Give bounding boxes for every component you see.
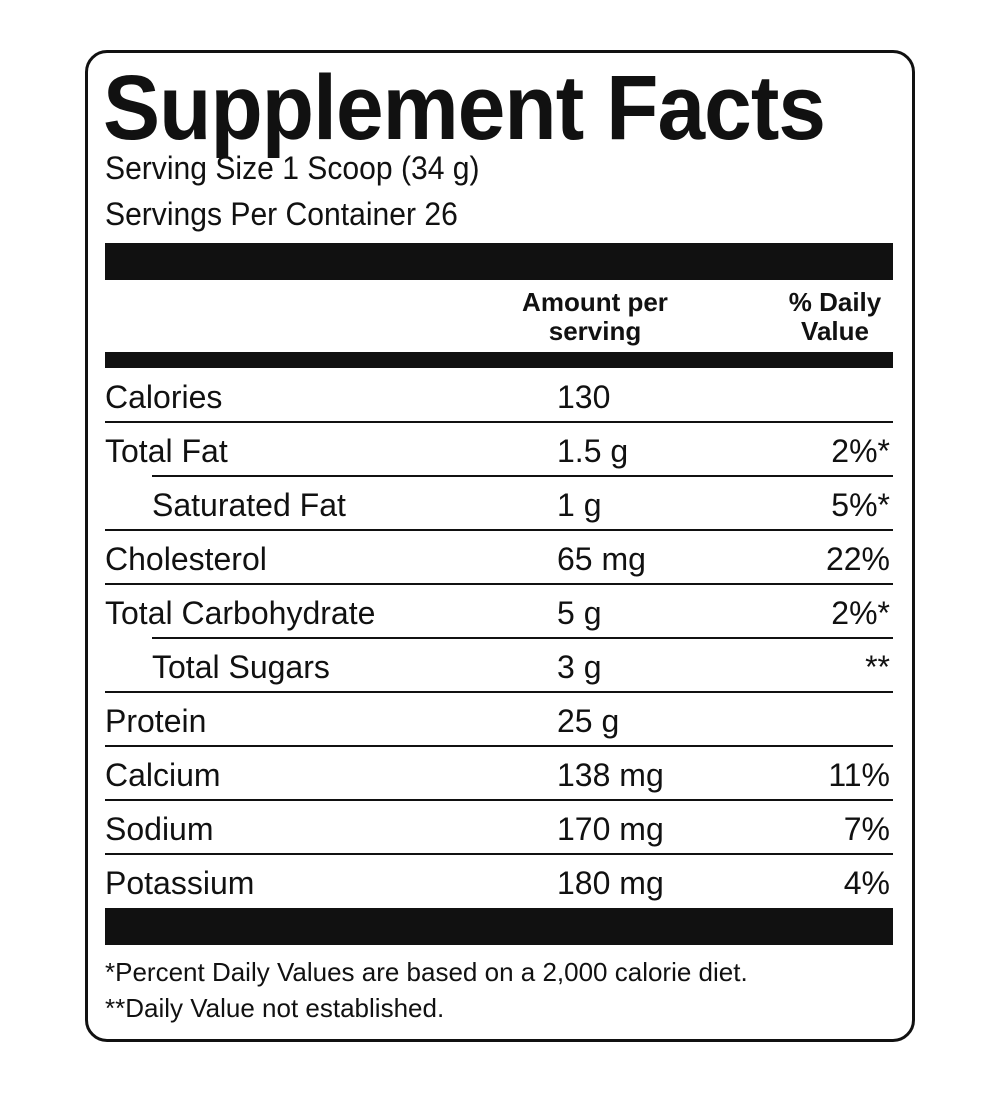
nutrient-daily-value: ** — [865, 649, 890, 685]
nutrient-daily-value: 4% — [843, 865, 890, 901]
nutrient-daily-value: 7% — [843, 811, 890, 847]
row-divider — [105, 691, 893, 693]
nutrient-daily-value: 2%* — [831, 433, 890, 469]
nutrient-amount: 1.5 g — [557, 433, 629, 469]
servings-per-container: Servings Per Container 26 — [105, 196, 458, 232]
nutrient-name: Protein — [105, 703, 207, 739]
thick-divider — [105, 243, 893, 280]
nutrient-amount: 130 — [557, 379, 611, 415]
nutrient-name: Total Sugars — [152, 649, 330, 685]
nutrient-row: Calories 130 — [105, 369, 893, 423]
nutrient-amount: 170 mg — [557, 811, 664, 847]
dv-column-header: % Daily Value — [770, 288, 900, 346]
header-text: serving — [548, 316, 642, 346]
footnote: **Daily Value not established. — [105, 993, 445, 1023]
nutrient-name: Calcium — [105, 757, 221, 793]
medium-divider — [105, 352, 893, 368]
nutrient-name: Potassium — [105, 865, 255, 901]
nutrient-amount: 25 g — [557, 703, 620, 739]
nutrient-row: Protein 25 g — [105, 693, 893, 747]
header-text: Amount per — [522, 287, 668, 317]
row-divider — [105, 421, 893, 423]
nutrient-name: Calories — [105, 379, 223, 415]
nutrient-name: Cholesterol — [105, 541, 267, 577]
nutrient-name: Sodium — [105, 811, 214, 847]
nutrient-row: Calcium 138 mg 11% — [105, 747, 893, 801]
nutrient-row: Sodium 170 mg 7% — [105, 801, 893, 855]
nutrient-row: Saturated Fat 1 g 5%* — [105, 477, 893, 531]
serving-size: Serving Size 1 Scoop (34 g) — [105, 150, 480, 186]
nutrient-daily-value: 11% — [828, 757, 890, 793]
row-divider — [105, 799, 893, 801]
row-divider — [105, 745, 893, 747]
nutrient-amount: 138 mg — [557, 757, 664, 793]
nutrient-amount: 1 g — [557, 487, 602, 523]
footnote: *Percent Daily Values are based on a 2,0… — [105, 957, 748, 987]
supplement-facts-panel — [85, 50, 915, 1042]
row-divider — [152, 475, 893, 477]
nutrient-daily-value: 5%* — [831, 487, 890, 523]
thick-divider — [105, 908, 893, 945]
nutrient-row: Cholesterol 65 mg 22% — [105, 531, 893, 585]
amount-column-header: Amount per serving — [495, 288, 695, 346]
nutrient-name: Total Carbohydrate — [105, 595, 376, 631]
nutrient-amount: 180 mg — [557, 865, 664, 901]
nutrient-daily-value: 2%* — [831, 595, 890, 631]
row-divider — [152, 637, 893, 639]
nutrient-row: Total Fat 1.5 g 2%* — [105, 423, 893, 477]
header-text: Value — [801, 316, 869, 346]
nutrient-amount: 65 mg — [557, 541, 646, 577]
row-divider — [105, 583, 893, 585]
nutrient-amount: 5 g — [557, 595, 602, 631]
nutrient-name: Total Fat — [105, 433, 228, 469]
header-text: % Daily — [788, 287, 882, 317]
nutrient-row: Total Sugars 3 g ** — [105, 639, 893, 693]
row-divider — [105, 529, 893, 531]
nutrient-row: Total Carbohydrate 5 g 2%* — [105, 585, 893, 639]
panel-title: Supplement Facts — [103, 57, 826, 159]
nutrient-name: Saturated Fat — [152, 487, 346, 523]
row-divider — [105, 853, 893, 855]
nutrient-amount: 3 g — [557, 649, 602, 685]
nutrient-row: Potassium 180 mg 4% — [105, 855, 893, 909]
nutrient-daily-value: 22% — [825, 541, 890, 577]
